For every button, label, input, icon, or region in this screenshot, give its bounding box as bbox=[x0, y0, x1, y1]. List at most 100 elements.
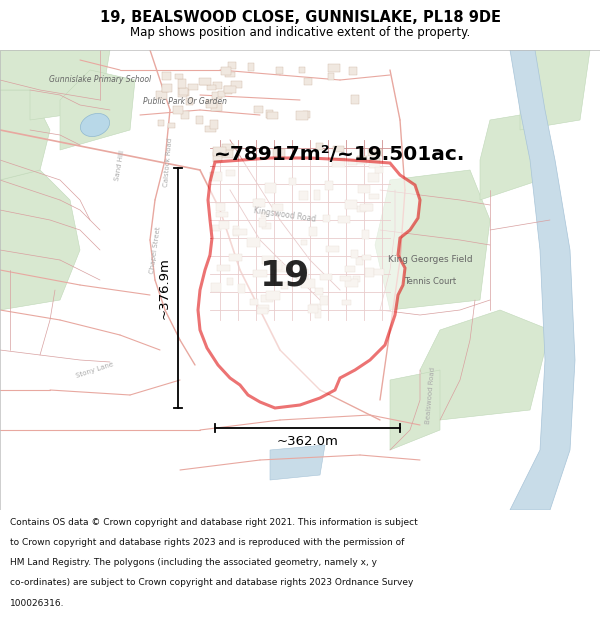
FancyBboxPatch shape bbox=[199, 78, 211, 85]
FancyBboxPatch shape bbox=[345, 279, 358, 287]
Text: HM Land Registry. The polygons (including the associated geometry, namely x, y: HM Land Registry. The polygons (includin… bbox=[10, 558, 377, 568]
FancyBboxPatch shape bbox=[175, 74, 184, 79]
FancyBboxPatch shape bbox=[211, 120, 218, 129]
FancyBboxPatch shape bbox=[211, 102, 223, 111]
FancyBboxPatch shape bbox=[200, 79, 208, 84]
Polygon shape bbox=[390, 370, 440, 450]
FancyBboxPatch shape bbox=[368, 149, 382, 156]
Text: ~376.9m: ~376.9m bbox=[158, 257, 171, 319]
FancyBboxPatch shape bbox=[369, 194, 379, 199]
FancyBboxPatch shape bbox=[178, 79, 187, 88]
FancyBboxPatch shape bbox=[275, 266, 287, 272]
FancyBboxPatch shape bbox=[358, 185, 370, 193]
FancyBboxPatch shape bbox=[320, 296, 328, 306]
FancyBboxPatch shape bbox=[351, 95, 359, 104]
FancyBboxPatch shape bbox=[270, 261, 283, 269]
FancyBboxPatch shape bbox=[186, 98, 193, 105]
FancyBboxPatch shape bbox=[299, 191, 308, 201]
FancyBboxPatch shape bbox=[358, 156, 367, 164]
FancyBboxPatch shape bbox=[156, 91, 167, 99]
FancyBboxPatch shape bbox=[206, 100, 217, 108]
FancyBboxPatch shape bbox=[349, 68, 358, 75]
FancyBboxPatch shape bbox=[328, 73, 334, 80]
Text: Calstock Road: Calstock Road bbox=[163, 138, 173, 187]
FancyBboxPatch shape bbox=[216, 203, 224, 211]
Text: to Crown copyright and database rights 2023 and is reproduced with the permissio: to Crown copyright and database rights 2… bbox=[10, 538, 404, 547]
FancyBboxPatch shape bbox=[262, 222, 271, 229]
FancyBboxPatch shape bbox=[301, 279, 315, 288]
FancyBboxPatch shape bbox=[352, 250, 358, 258]
FancyBboxPatch shape bbox=[253, 199, 265, 207]
Polygon shape bbox=[375, 170, 490, 310]
FancyBboxPatch shape bbox=[281, 282, 288, 289]
Text: 100026316.: 100026316. bbox=[10, 599, 64, 608]
FancyBboxPatch shape bbox=[224, 86, 236, 93]
FancyBboxPatch shape bbox=[338, 216, 350, 223]
FancyBboxPatch shape bbox=[257, 308, 268, 314]
FancyBboxPatch shape bbox=[233, 229, 247, 235]
FancyBboxPatch shape bbox=[226, 170, 235, 176]
FancyBboxPatch shape bbox=[253, 270, 267, 277]
Text: ~362.0m: ~362.0m bbox=[277, 435, 338, 448]
FancyBboxPatch shape bbox=[231, 81, 242, 88]
FancyBboxPatch shape bbox=[212, 225, 221, 231]
FancyBboxPatch shape bbox=[221, 144, 234, 150]
FancyBboxPatch shape bbox=[296, 274, 308, 279]
FancyBboxPatch shape bbox=[238, 284, 245, 293]
FancyBboxPatch shape bbox=[315, 288, 323, 295]
FancyBboxPatch shape bbox=[207, 85, 216, 91]
Polygon shape bbox=[480, 110, 550, 200]
FancyBboxPatch shape bbox=[158, 121, 164, 126]
FancyBboxPatch shape bbox=[348, 160, 356, 166]
FancyBboxPatch shape bbox=[374, 166, 383, 174]
FancyBboxPatch shape bbox=[211, 283, 221, 292]
FancyBboxPatch shape bbox=[181, 111, 189, 119]
FancyBboxPatch shape bbox=[296, 111, 308, 120]
FancyBboxPatch shape bbox=[178, 88, 187, 97]
FancyBboxPatch shape bbox=[161, 72, 171, 80]
FancyBboxPatch shape bbox=[365, 268, 374, 277]
FancyBboxPatch shape bbox=[309, 227, 317, 236]
FancyBboxPatch shape bbox=[212, 82, 222, 89]
FancyBboxPatch shape bbox=[302, 269, 308, 279]
FancyBboxPatch shape bbox=[301, 239, 307, 245]
FancyBboxPatch shape bbox=[325, 181, 333, 190]
FancyBboxPatch shape bbox=[364, 204, 373, 211]
FancyBboxPatch shape bbox=[323, 215, 330, 222]
FancyBboxPatch shape bbox=[162, 84, 172, 92]
FancyBboxPatch shape bbox=[210, 172, 222, 181]
Text: Tennis Court: Tennis Court bbox=[404, 278, 456, 286]
Text: Sand Hill: Sand Hill bbox=[115, 149, 125, 181]
Ellipse shape bbox=[80, 114, 110, 136]
FancyBboxPatch shape bbox=[328, 64, 340, 72]
FancyBboxPatch shape bbox=[332, 158, 345, 167]
Text: King Georges Field: King Georges Field bbox=[388, 256, 472, 264]
FancyBboxPatch shape bbox=[227, 278, 233, 285]
Text: Contains OS data © Crown copyright and database right 2021. This information is : Contains OS data © Crown copyright and d… bbox=[10, 518, 418, 527]
FancyBboxPatch shape bbox=[265, 184, 276, 192]
FancyBboxPatch shape bbox=[273, 149, 284, 158]
FancyBboxPatch shape bbox=[346, 266, 355, 272]
Text: Gunnislake Primary School: Gunnislake Primary School bbox=[49, 76, 151, 84]
FancyBboxPatch shape bbox=[262, 256, 274, 264]
FancyBboxPatch shape bbox=[213, 152, 223, 162]
Text: Map shows position and indicative extent of the property.: Map shows position and indicative extent… bbox=[130, 26, 470, 39]
FancyBboxPatch shape bbox=[216, 212, 227, 217]
FancyBboxPatch shape bbox=[266, 109, 272, 118]
FancyBboxPatch shape bbox=[374, 269, 383, 276]
FancyBboxPatch shape bbox=[218, 91, 225, 97]
FancyBboxPatch shape bbox=[225, 72, 235, 78]
FancyBboxPatch shape bbox=[221, 66, 230, 76]
Polygon shape bbox=[520, 50, 590, 130]
FancyBboxPatch shape bbox=[303, 111, 310, 118]
Polygon shape bbox=[0, 50, 110, 120]
FancyBboxPatch shape bbox=[248, 62, 254, 71]
Polygon shape bbox=[270, 445, 325, 480]
FancyBboxPatch shape bbox=[266, 291, 280, 301]
FancyBboxPatch shape bbox=[179, 88, 188, 95]
FancyBboxPatch shape bbox=[341, 299, 350, 305]
FancyBboxPatch shape bbox=[247, 238, 260, 247]
FancyBboxPatch shape bbox=[334, 146, 344, 152]
FancyBboxPatch shape bbox=[212, 92, 222, 99]
FancyBboxPatch shape bbox=[308, 305, 318, 312]
